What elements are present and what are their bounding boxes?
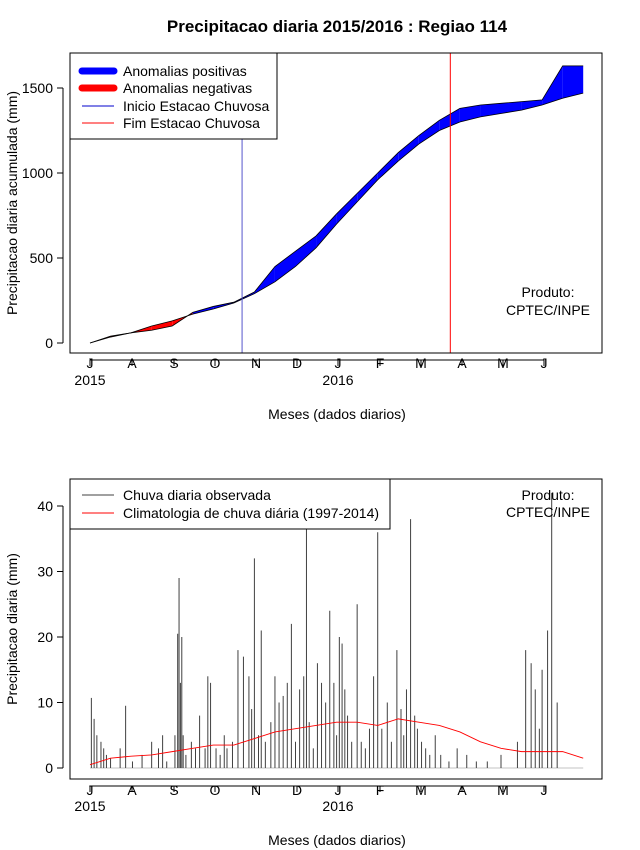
bottom-legend-box: [69, 478, 391, 530]
bottom-legend: Chuva diaria observada Climatologia de c…: [69, 478, 391, 530]
bottom-product-label-line2: CPTEC/INPE: [506, 504, 590, 520]
x-year-label: 2016: [322, 798, 353, 814]
y-tick-label: 30: [37, 564, 53, 580]
anomaly-positive-segment: [521, 99, 543, 111]
climatology-daily-line: [89, 718, 584, 766]
anomaly-positive-segment: [501, 101, 522, 114]
y-tick-label: 500: [30, 250, 54, 266]
top-y-axis: 0 500 1000 1500: [22, 80, 64, 351]
x-tick-label: D: [292, 782, 302, 798]
bottom-y-axis: 0 10 20 30 40: [37, 498, 64, 776]
x-tick-label: M: [497, 355, 509, 371]
climatology-cumulative-line: [89, 92, 584, 344]
x-tick-label: J: [87, 782, 94, 798]
x-year-label: 2015: [74, 798, 105, 814]
x-tick-label: F: [376, 355, 385, 371]
anomaly-positive-segment: [480, 103, 501, 117]
bottom-plot-area: [89, 492, 584, 769]
top-legend: Anomalias positivas Anomalias negativas …: [69, 52, 278, 140]
x-tick-label: J: [541, 355, 548, 371]
anomaly-positive-segment: [336, 193, 358, 224]
x-year-label: 2015: [74, 372, 105, 388]
anomaly-positive-segment: [192, 306, 214, 315]
top-plot-area: [89, 53, 584, 353]
anomaly-positive-segment: [439, 108, 460, 131]
x-tick-label: O: [210, 782, 221, 798]
x-tick-label: J: [87, 355, 94, 371]
anomaly-negative-segment: [151, 320, 173, 331]
anomaly-positive-segment: [459, 105, 481, 122]
legend-label-positive: Anomalias positivas: [123, 63, 247, 79]
x-tick-label: J: [335, 782, 342, 798]
anomaly-positive-segment: [562, 65, 584, 99]
x-year-label: 2016: [322, 372, 353, 388]
x-tick-label: S: [169, 355, 178, 371]
legend-label-season-start: Inicio Estacao Chuvosa: [123, 98, 270, 114]
x-tick-label: N: [251, 355, 261, 371]
x-tick-label: A: [457, 782, 467, 798]
top-legend-box: [69, 52, 278, 140]
y-tick-label: 1000: [22, 165, 53, 181]
top-product-label-line1: Produto:: [522, 284, 575, 300]
anomaly-positive-segment: [274, 251, 296, 282]
x-tick-label: M: [415, 782, 427, 798]
y-tick-label: 1500: [22, 80, 53, 96]
y-tick-label: 0: [45, 335, 53, 351]
anomaly-positive-segment: [418, 120, 440, 145]
x-tick-label: M: [415, 355, 427, 371]
x-tick-label: A: [127, 782, 137, 798]
anomaly-positive-segment: [377, 152, 399, 180]
x-tick-label: A: [127, 355, 137, 371]
y-tick-label: 20: [37, 629, 53, 645]
anomaly-positive-segment: [357, 173, 378, 202]
x-tick-label: D: [292, 355, 302, 371]
top-y-axis-label: Precipitacao diaria acumulada (mm): [4, 91, 20, 315]
x-tick-label: N: [251, 782, 261, 798]
bottom-product-label-line1: Produto:: [522, 487, 575, 503]
x-tick-label: J: [335, 355, 342, 371]
x-tick-label: M: [497, 782, 509, 798]
x-tick-label: F: [376, 782, 385, 798]
legend-label-season-end: Fim Estacao Chuvosa: [123, 115, 260, 131]
bottom-y-axis-label: Precipitacao diaria (mm): [4, 553, 20, 705]
x-tick-label: S: [169, 782, 178, 798]
y-tick-label: 10: [37, 695, 53, 711]
y-tick-label: 40: [37, 498, 53, 514]
legend-label-negative: Anomalias negativas: [123, 80, 252, 96]
anomaly-positive-segment: [542, 65, 563, 105]
bottom-x-axis-label: Meses (dados diarios): [268, 832, 406, 848]
anomaly-positive-segment: [398, 135, 419, 162]
chart-title: Precipitacao diaria 2015/2016 : Regiao 1…: [167, 17, 508, 36]
anomaly-positive-segment: [316, 213, 337, 248]
x-tick-label: O: [210, 355, 221, 371]
x-tick-label: J: [541, 782, 548, 798]
top-x-axis-label: Meses (dados diarios): [268, 406, 406, 422]
y-tick-label: 0: [45, 760, 53, 776]
legend-label-observed: Chuva diaria observada: [123, 487, 271, 503]
observed-cumulative-line: [89, 65, 584, 344]
top-product-label-line2: CPTEC/INPE: [506, 302, 590, 318]
top-plot-frame: [69, 52, 603, 354]
legend-label-climatology: Climatologia de chuva diária (1997-2014): [123, 505, 379, 521]
anomaly-positive-segment: [295, 235, 317, 267]
x-tick-label: A: [457, 355, 467, 371]
